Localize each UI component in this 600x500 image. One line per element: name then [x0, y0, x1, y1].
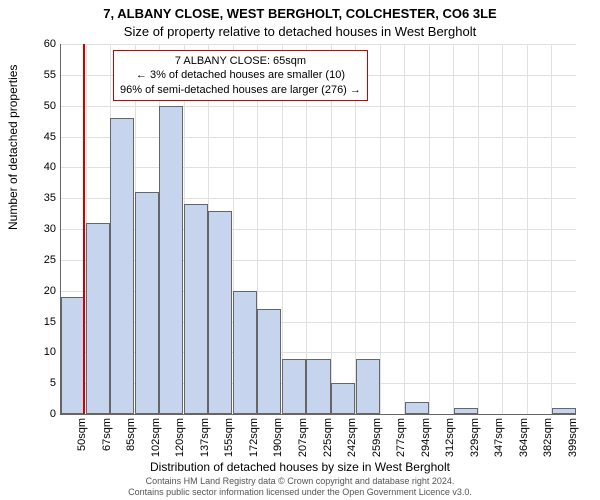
histogram-bar: [208, 211, 232, 415]
y-tick: 10: [30, 346, 56, 358]
histogram-bar: [233, 291, 257, 414]
x-tick: 172sqm: [248, 418, 260, 460]
histogram-bar: [184, 204, 208, 414]
gridline-h: [61, 167, 576, 168]
x-tick: 102sqm: [150, 418, 162, 460]
x-tick: 155sqm: [223, 418, 235, 460]
x-tick: 242sqm: [346, 418, 358, 460]
gridline-v: [527, 44, 528, 414]
y-tick: 30: [30, 223, 56, 235]
gridline-v: [429, 44, 430, 414]
x-tick: 50sqm: [76, 418, 88, 460]
x-tick: 364sqm: [518, 418, 530, 460]
chart-caption: Contains HM Land Registry data © Crown c…: [0, 476, 600, 498]
x-tick: 259sqm: [371, 418, 383, 460]
x-tick: 85sqm: [125, 418, 137, 460]
x-tick: 382sqm: [542, 418, 554, 460]
histogram-bar: [405, 402, 429, 414]
x-tick: 207sqm: [297, 418, 309, 460]
gridline-v: [404, 44, 405, 414]
x-tick: 329sqm: [469, 418, 481, 460]
y-tick: 60: [30, 38, 56, 50]
y-tick: 25: [30, 254, 56, 266]
y-axis-label: Number of detached properties: [6, 65, 20, 230]
gridline-v: [502, 44, 503, 414]
gridline-v: [551, 44, 552, 414]
annotation-line: ← 3% of detached houses are smaller (10): [120, 68, 361, 82]
x-tick: 312sqm: [444, 418, 456, 460]
histogram-bar: [159, 106, 183, 414]
histogram-bar: [61, 297, 85, 414]
histogram-bar: [110, 118, 134, 414]
plot-area: 7 ALBANY CLOSE: 65sqm← 3% of detached ho…: [60, 44, 576, 415]
chart-title-line2: Size of property relative to detached ho…: [0, 24, 600, 39]
y-tick: 5: [30, 377, 56, 389]
y-tick: 20: [30, 285, 56, 297]
marker-line: [83, 44, 85, 414]
chart-container: 7, ALBANY CLOSE, WEST BERGHOLT, COLCHEST…: [0, 0, 600, 500]
x-tick: 67sqm: [101, 418, 113, 460]
gridline-h: [61, 106, 576, 107]
chart-title-line1: 7, ALBANY CLOSE, WEST BERGHOLT, COLCHEST…: [0, 6, 600, 21]
y-tick: 55: [30, 69, 56, 81]
x-tick: 225sqm: [322, 418, 334, 460]
caption-line1: Contains HM Land Registry data © Crown c…: [146, 476, 455, 486]
x-axis-label: Distribution of detached houses by size …: [0, 460, 600, 474]
caption-line2: Contains public sector information licen…: [128, 487, 472, 497]
gridline-h: [61, 44, 576, 45]
x-tick: 190sqm: [272, 418, 284, 460]
x-tick: 294sqm: [420, 418, 432, 460]
histogram-bar: [86, 223, 110, 414]
annotation-box: 7 ALBANY CLOSE: 65sqm← 3% of detached ho…: [113, 50, 368, 101]
y-tick: 0: [30, 408, 56, 420]
gridline-v: [478, 44, 479, 414]
x-tick: 399sqm: [567, 418, 579, 460]
histogram-bar: [135, 192, 159, 414]
gridline-v: [380, 44, 381, 414]
histogram-bar: [282, 359, 306, 415]
annotation-line: 7 ALBANY CLOSE: 65sqm: [120, 54, 361, 68]
x-tick: 277sqm: [395, 418, 407, 460]
histogram-bar: [306, 359, 330, 415]
gridline-v: [453, 44, 454, 414]
y-tick: 45: [30, 131, 56, 143]
x-tick: 347sqm: [493, 418, 505, 460]
annotation-line: 96% of semi-detached houses are larger (…: [120, 83, 361, 97]
y-tick: 40: [30, 161, 56, 173]
y-tick: 50: [30, 100, 56, 112]
histogram-bar: [552, 408, 576, 414]
y-tick: 35: [30, 192, 56, 204]
histogram-bar: [454, 408, 478, 414]
y-tick: 15: [30, 316, 56, 328]
histogram-bar: [356, 359, 380, 415]
histogram-bar: [331, 383, 355, 414]
x-tick: 120sqm: [174, 418, 186, 460]
gridline-h: [61, 137, 576, 138]
histogram-bar: [257, 309, 281, 414]
x-tick: 137sqm: [199, 418, 211, 460]
